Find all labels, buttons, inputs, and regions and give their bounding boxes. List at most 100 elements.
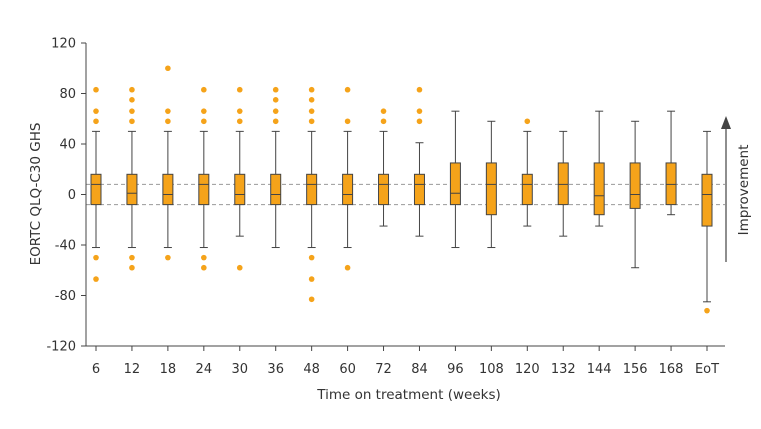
y-tick-label-0: 0 (68, 188, 76, 203)
outlier-12-2 (129, 108, 135, 114)
box-iqr-144 (593, 162, 605, 216)
x-tick-label-84: 84 (411, 362, 428, 377)
outlier-18-3 (165, 254, 171, 261)
x-tick-label-12: 12 (124, 362, 141, 377)
axes: 120 80 40 0 -40 -80 -120 6 12 18 24 30 36 48 60 72 84 96 1… (46, 37, 725, 377)
box-6 (90, 86, 102, 282)
outlier-48-0 (308, 86, 315, 93)
box-iqr-30 (234, 173, 246, 206)
x-tick-label-EoT: EoT (695, 362, 719, 377)
x-tick-label-30: 30 (231, 362, 248, 377)
box-iqr-156 (629, 162, 641, 209)
outlier-24-1 (201, 108, 207, 114)
outlier-24-0 (201, 86, 207, 93)
outlier-48-3 (308, 118, 315, 125)
outlier-12-0 (129, 86, 135, 93)
box-iqr-36 (270, 173, 282, 206)
box-120 (521, 118, 533, 227)
box-18 (162, 65, 174, 261)
outlier-30-2 (236, 118, 243, 125)
x-tick-label-18: 18 (160, 362, 177, 377)
y-tick-label--80: -80 (55, 289, 76, 304)
box-iqr-108 (485, 162, 497, 216)
box-36 (270, 86, 282, 249)
box-48 (306, 86, 318, 303)
box-30 (234, 86, 246, 271)
outlier-84-1 (416, 108, 423, 114)
box-144 (593, 110, 605, 227)
y-tick-label-120: 120 (51, 37, 76, 52)
outlier-18-0 (165, 65, 171, 72)
outlier-36-1 (272, 97, 279, 103)
y-axis-title: EORTC QLQ-C30 GHS (28, 123, 44, 266)
box-24 (198, 86, 210, 271)
x-axis-title: Time on treatment (weeks) (316, 387, 501, 403)
box-iqr-84 (413, 173, 425, 206)
outlier-24-2 (201, 118, 207, 125)
box-iqr-6 (90, 173, 102, 206)
box-iqr-12 (126, 173, 138, 206)
box-iqr-168 (665, 162, 677, 206)
box-168 (665, 110, 677, 216)
outlier-60-1 (344, 118, 351, 125)
box-iqr-120 (521, 173, 533, 206)
y-tick-label-40: 40 (59, 138, 76, 153)
y-tick-label--40: -40 (55, 239, 76, 254)
box-iqr-18 (162, 173, 174, 206)
outlier-6-4 (93, 276, 99, 282)
outlier-12-4 (129, 254, 135, 261)
x-tick-label-60: 60 (339, 362, 356, 377)
outlier-48-6 (308, 296, 315, 303)
box-iqr-48 (306, 173, 318, 206)
outlier-24-4 (201, 264, 207, 271)
x-tick-label-36: 36 (267, 362, 284, 377)
outlier-36-2 (272, 108, 279, 114)
x-tick-label-168: 168 (659, 362, 684, 377)
outlier-84-0 (416, 86, 423, 93)
outlier-60-2 (344, 264, 351, 271)
x-tick-label-144: 144 (587, 362, 612, 377)
x-tick-label-108: 108 (479, 362, 504, 377)
box-156 (629, 120, 641, 269)
box-108 (485, 120, 497, 249)
outlier-48-2 (308, 108, 315, 114)
box-iqr-EoT (701, 173, 713, 227)
box-60 (342, 86, 354, 271)
outlier-12-5 (129, 264, 135, 271)
outlier-EoT-0 (704, 307, 710, 314)
improvement-annotation: Improvement (721, 116, 752, 262)
box-132 (557, 130, 569, 237)
outlier-12-1 (129, 97, 135, 103)
box-iqr-96 (449, 162, 461, 206)
box-96 (449, 110, 461, 249)
x-tick-label-48: 48 (303, 362, 320, 377)
x-tick-label-72: 72 (375, 362, 392, 377)
outlier-72-1 (380, 118, 387, 125)
y-tick-label-80: 80 (59, 87, 76, 102)
outlier-6-3 (93, 254, 99, 261)
x-tick-label-132: 132 (551, 362, 576, 377)
outlier-72-0 (380, 108, 387, 114)
x-tick-label-6: 6 (92, 362, 100, 377)
box-iqr-60 (342, 173, 354, 206)
outlier-48-5 (308, 276, 315, 282)
outlier-18-2 (165, 118, 171, 125)
outlier-30-3 (236, 264, 243, 271)
box-EoT (701, 130, 713, 314)
box-series (90, 65, 713, 314)
y-tick-label--120: -120 (46, 340, 76, 355)
outlier-12-3 (129, 118, 135, 125)
x-tick-label-120: 120 (515, 362, 540, 377)
outlier-30-0 (236, 86, 243, 93)
outlier-30-1 (236, 108, 243, 114)
outlier-18-1 (165, 108, 171, 114)
outlier-84-2 (416, 118, 423, 125)
box-84 (413, 86, 425, 237)
outlier-120-0 (524, 118, 531, 125)
outlier-24-3 (201, 254, 207, 261)
box-iqr-132 (557, 162, 569, 206)
box-72 (378, 108, 390, 227)
improvement-arrow-head (721, 116, 731, 129)
outlier-6-1 (93, 108, 99, 114)
